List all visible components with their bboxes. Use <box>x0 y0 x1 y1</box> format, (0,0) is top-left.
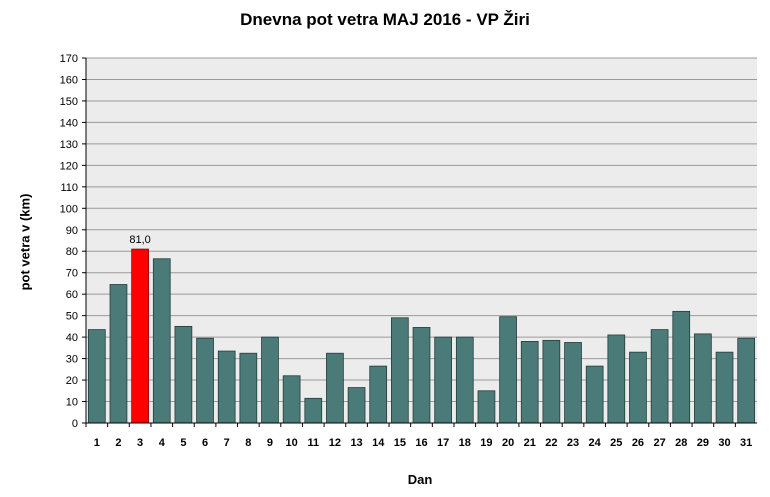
bar-day-11 <box>304 397 323 424</box>
x-tick-label: 4 <box>159 437 166 449</box>
y-tick-label: 120 <box>60 160 78 172</box>
y-tick-label: 40 <box>66 332 78 344</box>
y-tick-label: 30 <box>66 354 78 366</box>
bar-day-29 <box>694 333 712 424</box>
x-axis-label: Dan <box>407 472 433 487</box>
y-tick-label: 140 <box>60 117 78 129</box>
y-tick-label: 100 <box>60 203 78 215</box>
bar-day-16 <box>412 327 431 424</box>
bars <box>87 248 756 424</box>
x-tick-label: 8 <box>245 437 251 449</box>
x-tick-label: 29 <box>697 437 709 449</box>
bar-day-1 <box>87 329 106 424</box>
bar-day-26 <box>629 351 647 424</box>
bar-day-10 <box>282 375 301 424</box>
data-labels: 81,0 <box>129 234 150 246</box>
bar-day-23 <box>564 342 582 424</box>
y-tick-label: 130 <box>60 139 78 151</box>
y-tick-label: 160 <box>60 74 78 86</box>
x-tick-label: 9 <box>267 437 273 449</box>
x-tick-label: 11 <box>307 437 319 449</box>
y-tick-label: 10 <box>66 397 78 409</box>
bar-day-20 <box>499 316 517 424</box>
bar-day-28 <box>672 310 691 424</box>
bar-day-8 <box>239 352 258 424</box>
x-tick-label: 17 <box>437 437 449 449</box>
bar-day-22 <box>542 339 561 424</box>
x-tick-label: 27 <box>653 437 665 449</box>
x-tick-label: 12 <box>329 437 341 449</box>
x-tick-label: 25 <box>610 437 622 449</box>
axes <box>85 58 757 424</box>
x-tick-label: 31 <box>740 437 752 449</box>
data-label: 81,0 <box>129 234 150 246</box>
bar-day-7 <box>217 350 236 424</box>
x-tick-label: 5 <box>180 437 186 449</box>
chart-title: Dnevna pot vetra MAJ 2016 - VP Žiri <box>240 10 530 29</box>
y-tick-label: 0 <box>72 418 78 430</box>
bar-day-31 <box>737 337 756 424</box>
x-tick-label: 20 <box>502 437 514 449</box>
y-tick-label: 60 <box>66 289 78 301</box>
x-tick-label: 2 <box>115 437 121 449</box>
x-tick-label: 19 <box>480 437 492 449</box>
x-tick-label: 26 <box>632 437 644 449</box>
y-tick-label: 150 <box>60 96 78 108</box>
bar-day-13 <box>347 387 366 424</box>
x-tick-label: 16 <box>415 437 427 449</box>
y-tick-labels: 0 10 20 30 40 50 60 70 80 90 100 110 120 130 140 150 160… <box>60 53 78 430</box>
x-tick-label: 22 <box>545 437 557 449</box>
x-tick-label: 23 <box>567 437 579 449</box>
y-tick-label: 20 <box>66 375 78 387</box>
x-tick-label: 30 <box>718 437 730 449</box>
x-tick-label: 15 <box>394 437 406 449</box>
bar-day-9 <box>261 336 279 424</box>
y-tick-label: 90 <box>66 225 78 237</box>
bar-day-15 <box>391 317 409 424</box>
bar-day-21 <box>520 341 539 424</box>
bar-day-2 <box>109 284 128 424</box>
x-tick-label: 18 <box>459 437 471 449</box>
x-tick-label: 21 <box>524 437 536 449</box>
bar-day-19 <box>477 390 496 424</box>
y-tick-label: 70 <box>66 268 78 280</box>
y-tick-label: 110 <box>60 182 78 194</box>
x-tick-labels: 1 2 3 4 5 6 7 8 9 10 11 12 13 14 15 16 17 18 19 20 21 22 23 24 2… <box>85 423 752 449</box>
x-tick-label: 7 <box>224 437 230 449</box>
x-tick-label: 13 <box>350 437 362 449</box>
bar-day-5 <box>174 325 193 424</box>
bar-day-17 <box>434 336 452 424</box>
bar-day-30 <box>715 351 734 424</box>
bar-day-14 <box>369 365 388 424</box>
bar-day-3 <box>131 248 149 424</box>
x-tick-label: 28 <box>675 437 687 449</box>
x-tick-label: 10 <box>286 437 298 449</box>
y-tick-label: 170 <box>60 53 78 65</box>
bar-day-18 <box>455 336 474 424</box>
bar-day-4 <box>152 258 171 424</box>
x-tick-label: 6 <box>202 437 208 449</box>
bar-day-12 <box>326 352 344 424</box>
x-tick-label: 24 <box>589 437 602 449</box>
y-tick-label: 80 <box>66 246 78 258</box>
bar-day-27 <box>650 329 669 424</box>
x-tick-label: 14 <box>372 437 385 449</box>
bar-day-25 <box>607 334 626 424</box>
y-tick-label: 50 <box>66 311 78 323</box>
x-tick-label: 3 <box>137 437 143 449</box>
x-tick-label: 1 <box>94 437 100 449</box>
bar-day-6 <box>196 337 214 424</box>
bar-day-24 <box>585 365 604 424</box>
